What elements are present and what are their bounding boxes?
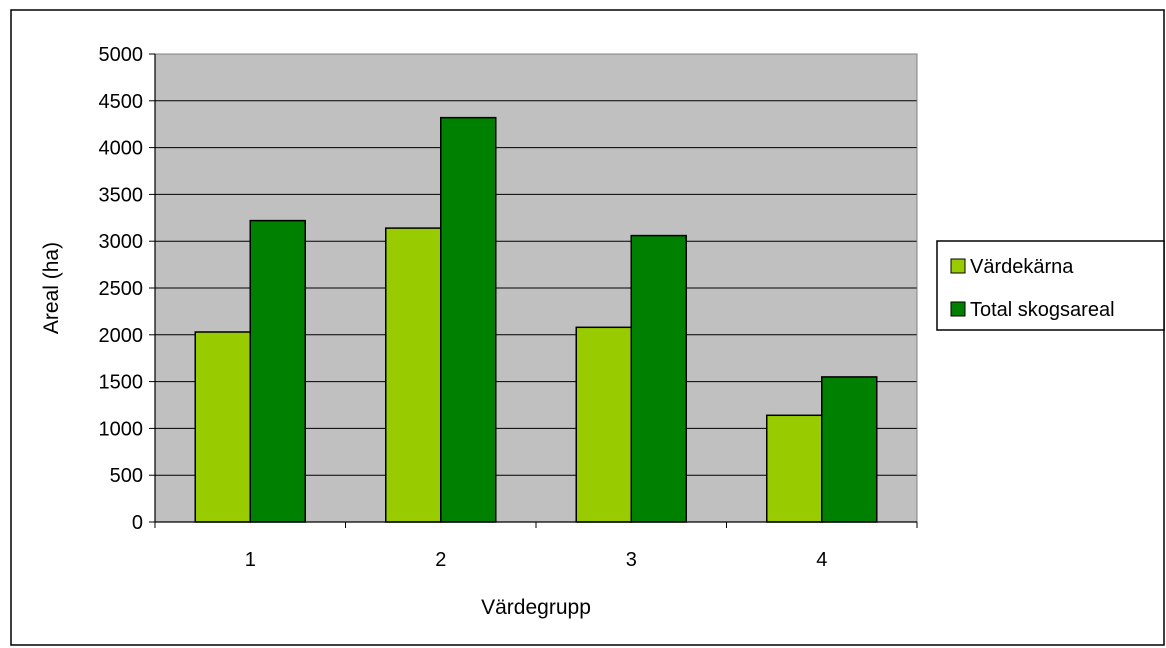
y-axis-title: Areal (ha)	[40, 242, 63, 334]
legend: Värdekärna Total skogsareal	[936, 240, 1165, 331]
bar-series-2-cat-1	[249, 219, 306, 523]
x-tick-label: 3	[626, 549, 637, 571]
y-tick-label: 500	[110, 465, 143, 487]
y-tick-label: 5000	[99, 44, 144, 66]
bar-series-2-cat-2	[440, 116, 497, 523]
y-tick-label: 0	[132, 512, 143, 534]
bar-series-2-cat-4	[821, 376, 878, 523]
y-tick-label: 2500	[99, 278, 144, 300]
y-tick-label: 4000	[99, 138, 144, 160]
legend-box	[936, 240, 1165, 331]
bar-series-1-cat-2	[385, 227, 442, 523]
x-tick-label: 2	[435, 549, 446, 571]
x-tick-label: 1	[245, 549, 256, 571]
bar-series-1-cat-3	[575, 326, 632, 523]
legend-label: Värdekärna	[970, 256, 1074, 278]
y-tick-label: 3500	[99, 184, 144, 206]
legend-label: Total skogsareal	[970, 299, 1115, 321]
x-tick-label: 4	[816, 549, 827, 571]
legend-swatch	[950, 301, 966, 317]
y-tick-label: 1000	[99, 418, 144, 440]
y-axis: 0 500 1000 1500 2000 2500 3000 3500 4000 4500 5000	[99, 44, 156, 534]
y-tick-label: 2000	[99, 325, 144, 347]
bar-series-1-cat-1	[194, 331, 251, 523]
y-tick-label: 1500	[99, 372, 144, 394]
legend-swatch	[950, 258, 966, 274]
bar-series-2-cat-3	[630, 234, 687, 523]
x-axis-title: Värdegrupp	[481, 596, 591, 619]
y-tick-label: 3000	[99, 231, 144, 253]
y-tick-label: 4500	[99, 91, 144, 113]
bar-series-1-cat-4	[766, 414, 823, 523]
x-axis: 1 2 3 4	[154, 521, 918, 571]
